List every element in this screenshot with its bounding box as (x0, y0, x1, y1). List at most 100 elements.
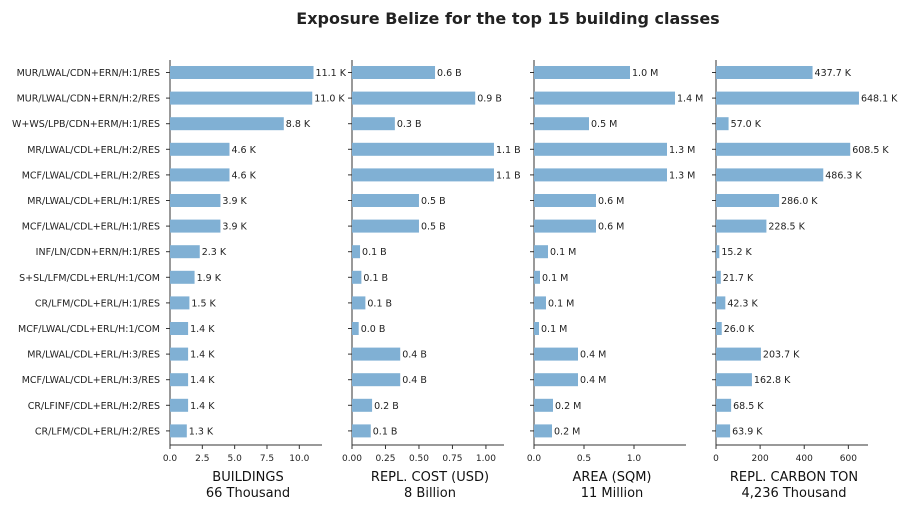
bar (716, 168, 824, 182)
bar (716, 142, 851, 156)
x-axis-sublabel: 11 Million (581, 486, 644, 501)
bar (170, 66, 314, 79)
data-label: 1.4 M (677, 94, 703, 105)
bar (170, 398, 189, 412)
bar (534, 219, 596, 233)
x-tick-label: 0.25 (375, 454, 395, 464)
data-label: 1.3 M (669, 145, 695, 156)
bar (534, 373, 578, 387)
x-axis-label: AREA (SQM) (572, 470, 651, 485)
bar (716, 66, 813, 79)
bar (170, 245, 200, 259)
category-label: MCF/LWAL/CDL+ERL/H:2/RES (22, 170, 160, 181)
data-label: 0.2 B (374, 401, 399, 412)
bar (352, 322, 359, 335)
bar (352, 424, 371, 438)
bar (534, 117, 589, 131)
category-label: CR/LFM/CDL+ERL/H:1/RES (35, 298, 160, 309)
bar (716, 270, 721, 284)
bar (534, 91, 675, 105)
bar (352, 91, 476, 105)
data-label: 0.1 B (373, 426, 398, 437)
category-label: MCF/LWAL/CDL+ERL/H:1/COM (18, 324, 160, 335)
data-label: 0.9 B (477, 94, 502, 105)
data-label: 21.7 K (723, 273, 754, 284)
data-label: 1.3 M (669, 170, 695, 181)
x-tick-label: 0.75 (442, 454, 462, 464)
data-label: 228.5 K (768, 222, 805, 233)
bar (170, 270, 195, 284)
x-tick-label: 0.50 (409, 454, 429, 464)
bar (534, 296, 546, 310)
data-label: 11.0 K (314, 94, 345, 105)
bar (170, 296, 190, 310)
data-label: 486.3 K (825, 170, 862, 181)
data-label: 4.6 K (231, 170, 256, 181)
bar (534, 270, 540, 284)
bar (352, 296, 366, 310)
bar (716, 373, 752, 387)
data-label: 0.6 M (598, 196, 624, 207)
x-tick-label: 7.5 (260, 454, 274, 464)
bar (352, 117, 395, 131)
x-tick-label: 1.0 (627, 454, 642, 464)
panel-4: 437.7 K 648.1 K 57.0 K 608.5 K 486.3 K 286.0 … (712, 60, 898, 501)
bar (716, 245, 720, 259)
bar (716, 117, 729, 131)
chart-panels: MUR/LWAL/CDN+ERN/H:1/RES 11.1 K MUR/LWAL/C… (12, 60, 898, 501)
x-axis-label: REPL. CARBON TON (730, 470, 858, 485)
bar (534, 194, 596, 207)
data-label: 437.7 K (815, 68, 852, 79)
data-label: 203.7 K (763, 350, 800, 361)
bar (716, 219, 767, 233)
bar (716, 194, 780, 207)
bar (352, 142, 494, 156)
data-label: 1.1 B (496, 145, 521, 156)
data-label: 0.1 B (363, 273, 388, 284)
bar (716, 347, 761, 361)
data-label: 68.5 K (733, 401, 764, 412)
data-label: 0.1 M (548, 298, 574, 309)
bar (170, 322, 189, 335)
bar (352, 219, 419, 233)
bar (170, 142, 230, 156)
data-label: 0.4 M (580, 350, 606, 361)
bar (170, 91, 313, 105)
x-tick-label: 0.0 (527, 454, 542, 464)
data-label: 1.4 K (190, 324, 215, 335)
data-label: 3.9 K (222, 196, 247, 207)
data-label: 42.3 K (727, 298, 758, 309)
category-label: MR/LWAL/CDL+ERL/H:1/RES (27, 196, 160, 207)
bar (716, 296, 726, 310)
x-tick-label: 2.5 (195, 454, 209, 464)
category-label: MR/LWAL/CDL+ERL/H:2/RES (27, 145, 160, 156)
x-tick-label: 200 (752, 454, 769, 464)
category-label: MCF/LWAL/CDL+ERL/H:1/RES (22, 222, 160, 233)
bar (534, 66, 630, 79)
data-label: 0.1 M (550, 247, 576, 258)
data-label: 0.1 B (362, 247, 387, 258)
bar (352, 398, 373, 412)
data-label: 0.6 B (437, 68, 462, 79)
data-label: 1.9 K (197, 273, 222, 284)
category-label: MCF/LWAL/CDL+ERL/H:3/RES (22, 375, 160, 386)
x-axis-sublabel: 66 Thousand (206, 486, 290, 501)
category-label: W+WS/LPB/CDN+ERM/H:1/RES (12, 119, 160, 130)
data-label: 0.6 M (598, 222, 624, 233)
x-tick-label: 10.0 (289, 454, 309, 464)
data-label: 11.1 K (316, 68, 347, 79)
category-label: MUR/LWAL/CDN+ERN/H:1/RES (17, 68, 160, 79)
category-label: S+SL/LFM/CDL+ERL/H:1/COM (19, 273, 160, 284)
data-label: 0.4 M (580, 375, 606, 386)
bar (534, 322, 539, 335)
bar (716, 398, 732, 412)
data-label: 1.4 K (190, 350, 215, 361)
data-label: 15.2 K (721, 247, 752, 258)
panel-1: MUR/LWAL/CDN+ERN/H:1/RES 11.1 K MUR/LWAL/C… (12, 60, 347, 501)
category-label: CR/LFM/CDL+ERL/H:2/RES (35, 426, 160, 437)
bar (170, 373, 189, 387)
bar (534, 168, 667, 182)
bar (716, 91, 859, 105)
data-label: 1.0 M (632, 68, 658, 79)
